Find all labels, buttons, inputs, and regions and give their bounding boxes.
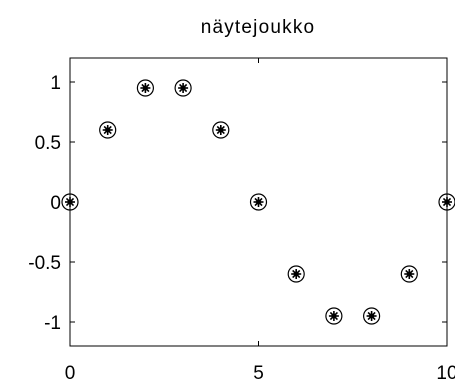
- data-point: [288, 266, 304, 282]
- data-point: [364, 308, 380, 324]
- data-point: [137, 80, 153, 96]
- y-tick-label: 0: [50, 193, 61, 214]
- chart-title: näytejoukko: [201, 17, 316, 38]
- x-axis: 0 5 10: [65, 58, 455, 383]
- y-axis: 1 0.5 0 -0.5 -1: [28, 73, 447, 334]
- x-tick-label: 5: [253, 363, 264, 383]
- data-point: [401, 266, 417, 282]
- data-point: [326, 308, 342, 324]
- y-tick-label: -0.5: [28, 253, 61, 274]
- y-tick-label: 1: [50, 73, 61, 94]
- data-point: [100, 122, 116, 138]
- data-point: [213, 122, 229, 138]
- y-tick-label: -1: [44, 313, 61, 334]
- x-tick-label: 10: [436, 363, 455, 383]
- x-tick-label: 0: [65, 363, 76, 383]
- data-point: [251, 194, 267, 210]
- data-point: [175, 80, 191, 96]
- data-points: [62, 80, 455, 324]
- y-tick-label: 0.5: [35, 133, 61, 154]
